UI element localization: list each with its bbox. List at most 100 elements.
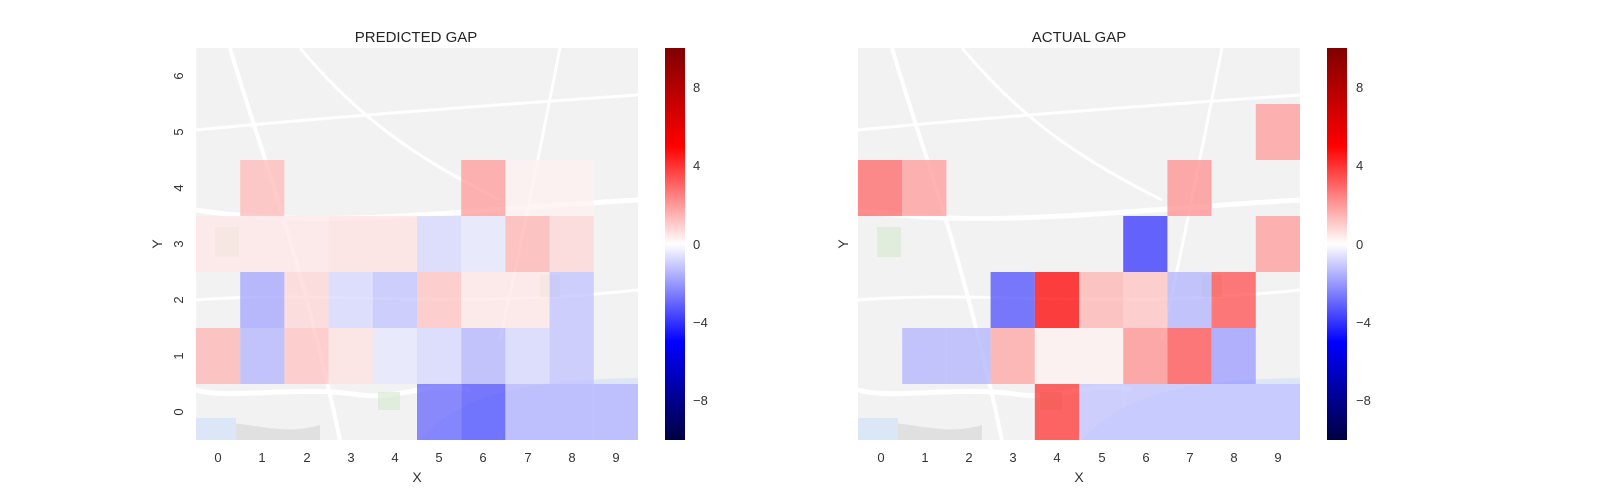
heatmap-cell xyxy=(1167,272,1212,328)
heatmap-cell xyxy=(461,384,506,440)
heatmap-cell xyxy=(196,328,241,384)
y-tick-label: 2 xyxy=(171,296,186,303)
heatmap-cell xyxy=(372,216,417,272)
x-axis: 0 1 2 3 4 5 6 7 8 9 X xyxy=(214,450,619,485)
heatmap-cell xyxy=(328,328,373,384)
colorbar-tick-label: −8 xyxy=(1356,393,1371,408)
heatmap-cell xyxy=(284,216,329,272)
heatmap-cell xyxy=(417,328,462,384)
x-tick-label: 6 xyxy=(479,450,486,465)
heatmap-cell xyxy=(1034,328,1079,384)
y-tick-label: 0 xyxy=(171,408,186,415)
panel-actual: ACTUAL GAP 0 1 2 3 4 5 6 7 xyxy=(835,29,1371,485)
heatmap-cell xyxy=(1123,384,1168,440)
colorbar-tick-label: −4 xyxy=(1356,315,1371,330)
heatmap-cell xyxy=(549,272,594,328)
x-tick-label: 3 xyxy=(1009,450,1016,465)
heatmap-cell xyxy=(505,328,550,384)
heatmap-cell xyxy=(505,160,550,216)
chart-title: PREDICTED GAP xyxy=(355,29,478,46)
y-tick-label: 6 xyxy=(171,72,186,79)
colorbar-tick-label: 0 xyxy=(1356,237,1363,252)
x-tick-label: 2 xyxy=(303,450,310,465)
heatmap-cell xyxy=(505,384,550,440)
heatmap-cell xyxy=(1211,272,1256,328)
x-tick-label: 8 xyxy=(568,450,575,465)
colorbar-tick-label: −8 xyxy=(693,393,708,408)
heatmap-cell xyxy=(1123,272,1168,328)
x-tick-label: 8 xyxy=(1230,450,1237,465)
heatmap-cells xyxy=(196,160,638,440)
heatmap-cell xyxy=(946,328,991,384)
heatmap-cell xyxy=(1255,384,1300,440)
heatmap-cell xyxy=(1079,384,1124,440)
heatmap-cell xyxy=(593,384,638,440)
heatmap-cell xyxy=(240,160,285,216)
x-tick-label: 9 xyxy=(612,450,619,465)
heatmap-cell xyxy=(1167,160,1212,216)
heatmap-cell xyxy=(1255,216,1300,272)
colorbar-gradient xyxy=(665,48,685,440)
panel-predicted: PREDICTED GAP 0 1 2 3 4 5 6 7 xyxy=(149,29,708,485)
x-tick-label: 7 xyxy=(1186,450,1193,465)
x-tick-label: 3 xyxy=(347,450,354,465)
heatmap-cell xyxy=(902,328,947,384)
heatmap-cell xyxy=(1211,384,1256,440)
x-tick-label: 9 xyxy=(1274,450,1281,465)
heatmap-cell xyxy=(284,272,329,328)
heatmap-cell xyxy=(549,328,594,384)
heatmap-cell xyxy=(372,272,417,328)
x-tick-label: 7 xyxy=(524,450,531,465)
colorbar-tick-label: 4 xyxy=(1356,158,1363,173)
heatmap-cell xyxy=(240,272,285,328)
x-tick-label: 5 xyxy=(1098,450,1105,465)
colorbar-gradient xyxy=(1327,48,1347,440)
chart-title: ACTUAL GAP xyxy=(1032,29,1126,46)
heatmap-cell xyxy=(1123,216,1168,272)
x-axis: 0 1 2 3 4 5 6 7 8 9 X xyxy=(877,450,1281,485)
y-tick-label: 5 xyxy=(171,128,186,135)
colorbar-tick-label: 0 xyxy=(693,237,700,252)
heatmap-cell xyxy=(1034,272,1079,328)
heatmap-cell xyxy=(1211,328,1256,384)
colorbar-tick-label: 8 xyxy=(693,80,700,95)
heatmap-cell xyxy=(284,328,329,384)
heatmap-cell xyxy=(328,216,373,272)
heatmap-cell xyxy=(549,160,594,216)
heatmap-cell xyxy=(1079,328,1124,384)
heatmap-cells xyxy=(858,104,1300,440)
heatmap-cell xyxy=(990,328,1035,384)
colorbar-tick-label: 8 xyxy=(1356,80,1363,95)
colorbar-tick-label: −4 xyxy=(693,315,708,330)
colorbar-tick-label: 4 xyxy=(693,158,700,173)
x-tick-label: 5 xyxy=(435,450,442,465)
x-tick-label: 4 xyxy=(391,450,398,465)
heatmap-cell xyxy=(858,160,903,216)
y-axis: 0 1 2 3 4 5 6 Y xyxy=(149,72,186,415)
x-tick-label: 1 xyxy=(921,450,928,465)
x-axis-title: X xyxy=(1074,469,1084,485)
heatmap-cell xyxy=(461,216,506,272)
heatmap-cell xyxy=(549,216,594,272)
heatmap-cell xyxy=(1034,384,1079,440)
heatmap-cell xyxy=(1079,272,1124,328)
heatmap-cell xyxy=(990,272,1035,328)
heatmap-cell xyxy=(505,216,550,272)
y-tick-label: 1 xyxy=(171,352,186,359)
colorbar: 8 4 0 −4 −8 xyxy=(665,48,708,440)
heatmap-cell xyxy=(549,384,594,440)
x-tick-label: 0 xyxy=(214,450,221,465)
heatmap-cell xyxy=(372,328,417,384)
heatmap-cell xyxy=(461,272,506,328)
x-tick-label: 0 xyxy=(877,450,884,465)
heatmap-cell xyxy=(1167,328,1212,384)
x-tick-label: 1 xyxy=(258,450,265,465)
heatmap-cell xyxy=(417,216,462,272)
heatmap-cell xyxy=(902,160,947,216)
y-axis: Y xyxy=(835,239,851,249)
heatmap-cell xyxy=(1255,104,1300,160)
x-axis-title: X xyxy=(412,469,422,485)
heatmap-cell xyxy=(196,216,241,272)
y-tick-label: 4 xyxy=(171,184,186,191)
